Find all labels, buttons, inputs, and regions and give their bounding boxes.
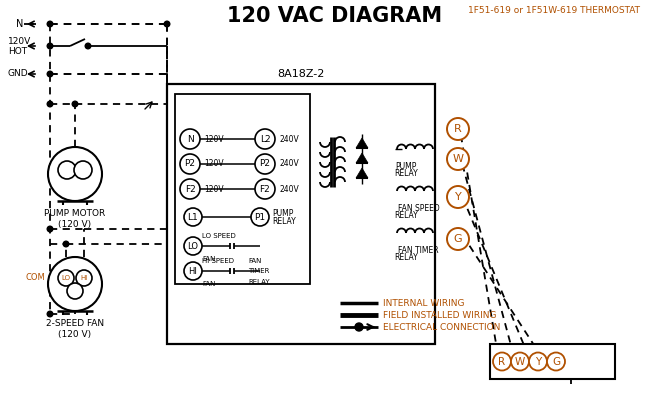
Text: ELECTRICAL CONNECTION: ELECTRICAL CONNECTION (383, 323, 500, 331)
Text: 120V: 120V (204, 184, 224, 194)
Circle shape (493, 352, 511, 370)
Text: W: W (452, 154, 464, 164)
Text: 2-SPEED FAN: 2-SPEED FAN (46, 319, 104, 328)
Circle shape (184, 237, 202, 255)
Text: 120 VAC DIAGRAM: 120 VAC DIAGRAM (227, 6, 443, 26)
Circle shape (47, 43, 53, 49)
Circle shape (164, 21, 170, 27)
Circle shape (180, 129, 200, 149)
Text: R: R (498, 357, 506, 367)
Text: W: W (515, 357, 525, 367)
Text: Y: Y (535, 357, 541, 367)
Circle shape (529, 352, 547, 370)
Text: RELAY: RELAY (394, 253, 418, 262)
Text: GND: GND (8, 70, 29, 78)
Circle shape (184, 262, 202, 280)
Circle shape (447, 148, 469, 170)
Circle shape (447, 228, 469, 250)
Circle shape (72, 101, 78, 107)
Circle shape (63, 241, 69, 247)
Text: HI: HI (80, 275, 88, 281)
Text: 120V: 120V (8, 36, 31, 46)
Circle shape (48, 257, 102, 311)
Circle shape (511, 352, 529, 370)
Text: LO: LO (62, 275, 70, 281)
Text: 240V: 240V (279, 134, 299, 143)
Circle shape (47, 71, 53, 77)
Text: 120V: 120V (204, 134, 224, 143)
Circle shape (251, 208, 269, 226)
Bar (167, 84, 435, 344)
Text: HI: HI (188, 266, 198, 276)
Circle shape (48, 147, 102, 201)
Text: HI SPEED: HI SPEED (202, 258, 234, 264)
Text: 8A18Z-2: 8A18Z-2 (277, 69, 325, 79)
Text: HOT: HOT (8, 47, 27, 57)
Text: LO: LO (188, 241, 198, 251)
Text: LO SPEED: LO SPEED (202, 233, 236, 239)
Text: FAN TIMER: FAN TIMER (398, 246, 439, 255)
Circle shape (447, 186, 469, 208)
Text: G: G (552, 357, 560, 367)
Polygon shape (356, 168, 368, 178)
Text: PUMP: PUMP (395, 162, 417, 171)
Circle shape (47, 226, 53, 232)
Text: L1: L1 (188, 212, 198, 222)
Circle shape (255, 154, 275, 174)
Text: FAN: FAN (202, 256, 215, 262)
Polygon shape (356, 153, 368, 163)
Bar (175, 94, 310, 284)
Text: L2: L2 (260, 134, 270, 143)
Circle shape (180, 179, 200, 199)
Circle shape (355, 323, 363, 331)
Bar (490, 344, 615, 379)
Text: PUMP: PUMP (272, 210, 293, 218)
Text: F2: F2 (260, 184, 271, 194)
Circle shape (67, 283, 83, 299)
Text: R: R (454, 124, 462, 134)
Circle shape (547, 352, 565, 370)
Text: RELAY: RELAY (394, 169, 418, 178)
Text: PUMP MOTOR: PUMP MOTOR (44, 209, 106, 218)
Circle shape (47, 311, 53, 317)
Circle shape (58, 161, 76, 179)
Text: FAN SPEED: FAN SPEED (398, 204, 440, 213)
Circle shape (180, 154, 200, 174)
Text: 240V: 240V (279, 184, 299, 194)
Circle shape (47, 21, 53, 27)
Circle shape (58, 270, 74, 286)
Text: P2: P2 (184, 160, 196, 168)
Text: G: G (454, 234, 462, 244)
Circle shape (447, 118, 469, 140)
Text: RELAY: RELAY (248, 279, 269, 285)
Text: TIMER: TIMER (248, 268, 269, 274)
Text: FAN: FAN (202, 281, 215, 287)
Circle shape (74, 161, 92, 179)
Circle shape (255, 129, 275, 149)
Text: (120 V): (120 V) (58, 220, 92, 229)
Text: (120 V): (120 V) (58, 330, 92, 339)
Circle shape (85, 43, 91, 49)
Text: RELAY: RELAY (272, 217, 295, 227)
Text: N: N (187, 134, 194, 143)
Circle shape (184, 208, 202, 226)
Text: 240V: 240V (279, 160, 299, 168)
Text: F2: F2 (185, 184, 196, 194)
Text: P2: P2 (259, 160, 271, 168)
Text: 120V: 120V (204, 160, 224, 168)
Text: Y: Y (455, 192, 462, 202)
Text: P1: P1 (255, 212, 265, 222)
Circle shape (76, 270, 92, 286)
Text: INTERNAL WIRING: INTERNAL WIRING (383, 298, 464, 308)
Text: N: N (16, 19, 23, 29)
Circle shape (255, 179, 275, 199)
Text: FAN: FAN (248, 258, 261, 264)
Circle shape (47, 101, 53, 107)
Text: COM: COM (25, 274, 45, 282)
Text: 1F51-619 or 1F51W-619 THERMOSTAT: 1F51-619 or 1F51W-619 THERMOSTAT (468, 6, 640, 15)
Polygon shape (356, 138, 368, 148)
Text: FIELD INSTALLED WIRING: FIELD INSTALLED WIRING (383, 310, 496, 320)
Text: RELAY: RELAY (394, 211, 418, 220)
